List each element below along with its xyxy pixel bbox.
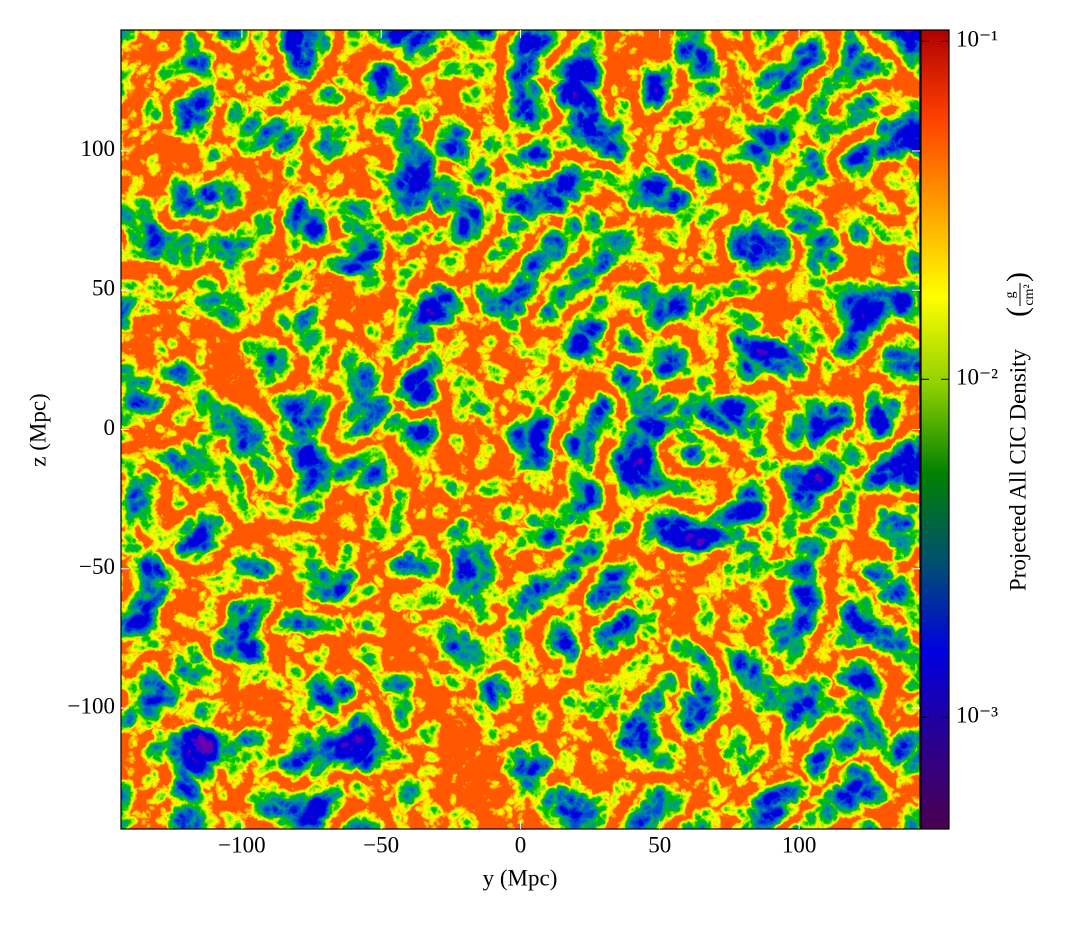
x-tick-label: 100 [782, 832, 817, 857]
x-tick-label: 50 [648, 832, 671, 857]
x-tick-label: 0 [515, 832, 527, 857]
y-tick-label: −100 [68, 693, 115, 718]
colorbar-title: Projected All CIC Density ( g cm² ) [1001, 272, 1037, 591]
colorbar-tick-label: 10⁻³ [956, 703, 998, 728]
x-tick-label: −100 [218, 832, 265, 857]
colorbar-tick-label: 10⁻¹ [956, 27, 998, 52]
unit-denominator: cm² [1022, 284, 1037, 305]
y-tick-label: 100 [81, 136, 116, 161]
y-tick-label: −50 [79, 554, 115, 579]
colorbar-label: Projected All CIC Density [1005, 348, 1030, 591]
paren: ( [1001, 307, 1034, 317]
density-image [121, 30, 920, 829]
unit-numerator: g [1003, 292, 1018, 299]
x-axis-label: y (Mpc) [483, 865, 558, 890]
colorbar [920, 29, 950, 830]
y-tick-label: 50 [92, 275, 115, 300]
colorbar-tick-label: 10⁻² [956, 365, 998, 390]
y-tick-label: 0 [104, 415, 116, 440]
paren: ) [1001, 272, 1034, 282]
x-tick-label: −50 [363, 832, 399, 857]
y-axis-label: z (Mpc) [25, 393, 50, 466]
